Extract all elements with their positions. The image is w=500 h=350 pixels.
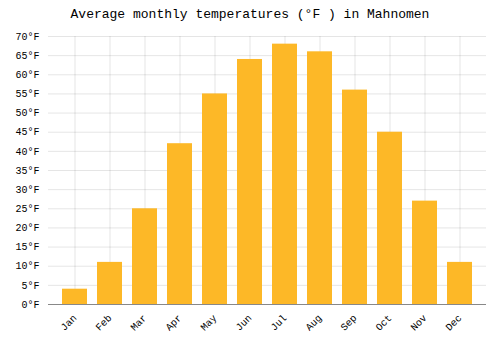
svg-text:5°F: 5°F <box>21 281 39 292</box>
svg-text:35°F: 35°F <box>15 166 39 177</box>
svg-text:20°F: 20°F <box>15 223 39 234</box>
svg-text:Apr: Apr <box>164 313 185 334</box>
svg-text:0°F: 0°F <box>21 300 39 311</box>
svg-text:65°F: 65°F <box>15 51 39 62</box>
svg-text:55°F: 55°F <box>15 89 39 100</box>
svg-text:15°F: 15°F <box>15 242 39 253</box>
svg-text:Mar: Mar <box>129 313 150 334</box>
svg-text:60°F: 60°F <box>15 70 39 81</box>
svg-text:Feb: Feb <box>94 313 115 334</box>
svg-text:25°F: 25°F <box>15 204 39 215</box>
svg-text:Jul: Jul <box>269 313 290 334</box>
svg-text:70°F: 70°F <box>15 32 39 43</box>
svg-text:Oct: Oct <box>374 313 395 334</box>
svg-text:Aug: Aug <box>304 313 325 334</box>
svg-text:40°F: 40°F <box>15 147 39 158</box>
svg-text:Sep: Sep <box>339 313 360 334</box>
svg-text:50°F: 50°F <box>15 108 39 119</box>
svg-text:30°F: 30°F <box>15 185 39 196</box>
svg-text:Jun: Jun <box>234 313 255 334</box>
svg-text:Nov: Nov <box>409 313 430 334</box>
svg-text:45°F: 45°F <box>15 127 39 138</box>
html-text:Average monthly temperatures (: Average monthly temperatures (°F ) in Ma… <box>70 7 430 22</box>
svg-text:May: May <box>199 313 220 334</box>
svg-text:Jan: Jan <box>59 313 80 334</box>
svg-text:Dec: Dec <box>444 313 465 334</box>
svg-text:10°F: 10°F <box>15 261 39 272</box>
